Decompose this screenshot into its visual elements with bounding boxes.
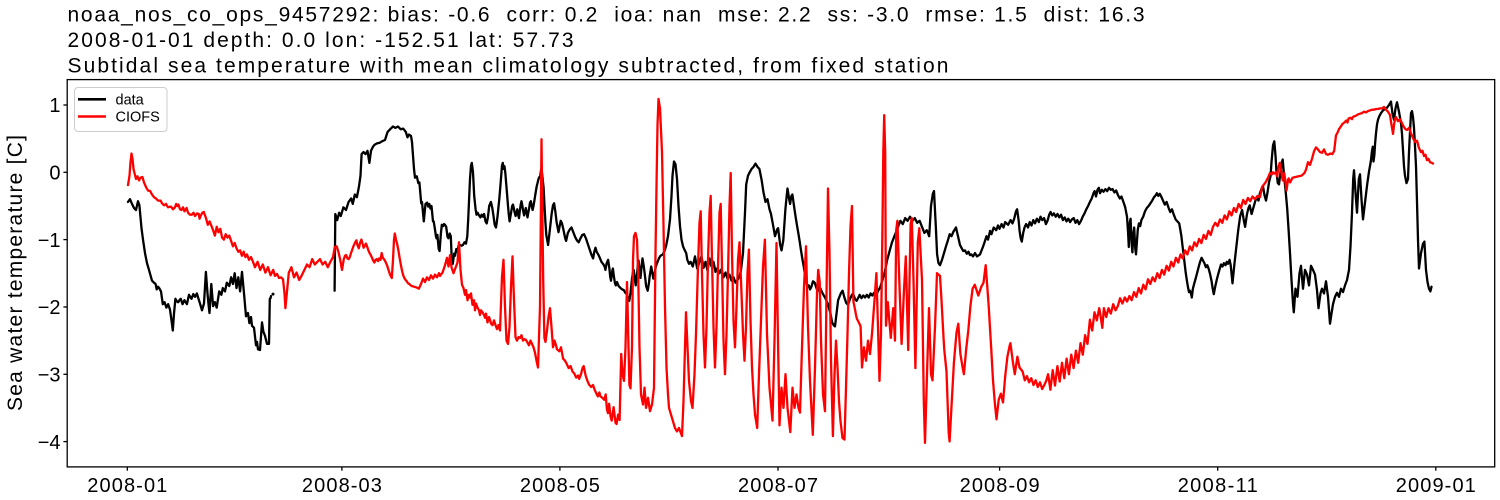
svg-text:2008-01: 2008-01: [87, 475, 167, 497]
svg-text:data: data: [116, 92, 145, 108]
svg-text:2008-09: 2008-09: [960, 475, 1040, 497]
svg-text:−3: −3: [38, 365, 61, 387]
svg-text:2008-03: 2008-03: [302, 475, 382, 497]
svg-text:Subtidal sea temperature with: Subtidal sea temperature with mean clima…: [68, 55, 949, 78]
svg-text:2008-05: 2008-05: [520, 475, 600, 497]
svg-text:Sea water temperature [C]: Sea water temperature [C]: [4, 135, 27, 411]
svg-text:0: 0: [49, 163, 60, 185]
svg-text:−4: −4: [38, 432, 61, 454]
svg-text:CIOFS: CIOFS: [116, 110, 160, 126]
svg-text:−2: −2: [38, 297, 61, 319]
svg-text:1: 1: [49, 95, 60, 117]
svg-text:2008-07: 2008-07: [738, 475, 818, 497]
svg-text:−1: −1: [38, 230, 61, 252]
svg-text:2009-01: 2009-01: [1396, 475, 1476, 497]
svg-text:noaa_nos_co_ops_9457292: bias:: noaa_nos_co_ops_9457292: bias: -0.6 corr…: [68, 4, 1145, 27]
svg-text:2008-11: 2008-11: [1178, 475, 1258, 497]
